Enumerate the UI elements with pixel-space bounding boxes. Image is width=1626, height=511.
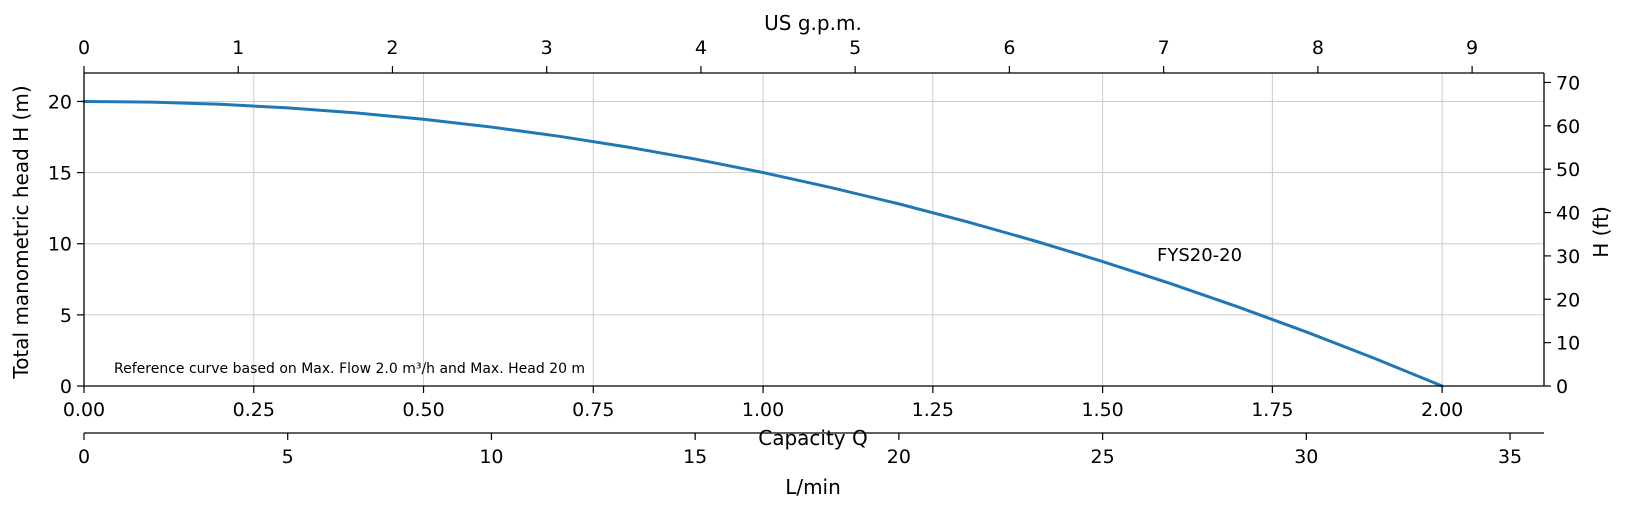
lmin-tick-label: 20 [887, 446, 911, 468]
ft-tick-label: 60 [1556, 116, 1580, 138]
y-axis-title: Total manometric head H (m) [9, 85, 33, 379]
ft-tick-label: 70 [1556, 72, 1580, 94]
lmin-tick-label: 15 [683, 446, 707, 468]
ft-tick-label: 50 [1556, 159, 1580, 181]
lmin-tick-label: 35 [1498, 446, 1522, 468]
gpm-tick-label: 6 [1003, 37, 1015, 59]
lmin-axis-title: L/min [785, 475, 841, 499]
right-axis-title: H (ft) [1589, 206, 1613, 258]
x-tick-label: 0.75 [572, 399, 614, 421]
lmin-tick-label: 25 [1091, 446, 1115, 468]
x-axis-title: Capacity Q [758, 426, 868, 450]
tick-layer: 0.00 0.25 0.50 0.75 1.00 1.25 1.50 1.75 2.000510… [48, 37, 1580, 468]
gpm-tick-label: 7 [1158, 37, 1170, 59]
axes-frame [83, 72, 1545, 434]
gpm-tick-label: 9 [1466, 37, 1478, 59]
series-label-fys20-20: FYS20-20 [1157, 245, 1242, 266]
gpm-tick-label: 8 [1312, 37, 1324, 59]
ft-tick-label: 20 [1556, 289, 1580, 311]
y-tick-label: 15 [48, 163, 72, 185]
x-tick-label: 0.00 [63, 399, 105, 421]
head-curve-line [82, 99, 1444, 388]
gpm-tick-label: 5 [849, 37, 861, 59]
x-tick-label: 0.25 [233, 399, 275, 421]
x-tick-label: 1.00 [742, 399, 784, 421]
y-tick-label: 0 [60, 376, 72, 398]
lmin-tick-label: 0 [78, 446, 90, 468]
curve-layer [82, 99, 1444, 388]
x-tick-label: 2.00 [1421, 399, 1463, 421]
lmin-tick-label: 30 [1294, 446, 1318, 468]
gpm-tick-label: 3 [541, 37, 553, 59]
x-tick-label: 1.75 [1251, 399, 1293, 421]
gpm-tick-label: 1 [232, 37, 244, 59]
reference-annotation: Reference curve based on Max. Flow 2.0 m… [114, 361, 585, 377]
y-tick-label: 10 [48, 234, 72, 256]
gpm-tick-label: 4 [695, 37, 707, 59]
ft-tick-label: 10 [1556, 333, 1580, 355]
top-axis-title: US g.p.m. [764, 11, 862, 35]
ft-tick-label: 0 [1556, 376, 1568, 398]
lmin-tick-label: 5 [282, 446, 294, 468]
x-tick-label: 0.50 [402, 399, 444, 421]
y-tick-label: 5 [60, 305, 72, 327]
lmin-tick-label: 10 [479, 446, 503, 468]
gpm-tick-label: 2 [386, 37, 398, 59]
x-tick-label: 1.25 [912, 399, 954, 421]
gpm-tick-label: 0 [78, 37, 90, 59]
y-tick-label: 20 [48, 91, 72, 113]
x-tick-label: 1.50 [1081, 399, 1123, 421]
ft-tick-label: 30 [1556, 246, 1580, 268]
ft-tick-label: 40 [1556, 203, 1580, 225]
